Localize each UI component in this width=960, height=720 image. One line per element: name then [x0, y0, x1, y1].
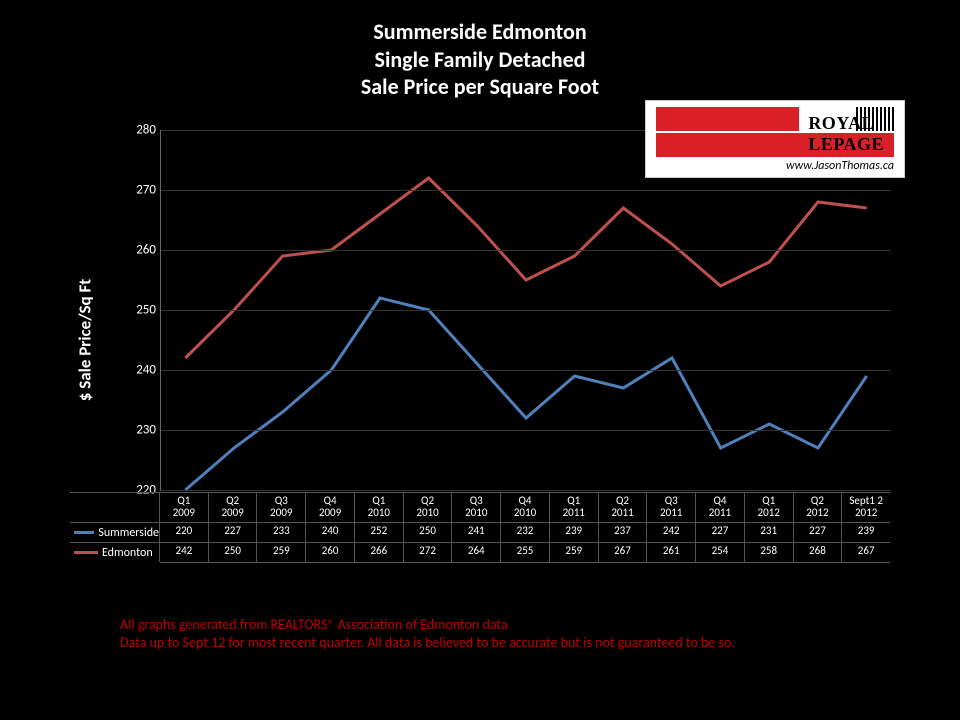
y-axis-label: $ Sale Price/Sq Ft	[75, 279, 96, 401]
chart-title: Summerside Edmonton Single Family Detach…	[0, 0, 960, 101]
row-header	[70, 492, 160, 522]
table-cell: 266	[355, 542, 404, 562]
table-cell: 258	[745, 542, 794, 562]
table-cell: 260	[306, 542, 355, 562]
table-cell: 220	[160, 522, 209, 542]
logo-site-text: www.JasonThomas.ca	[656, 159, 894, 173]
table-cell: 250	[209, 542, 258, 562]
table-cell: 268	[794, 542, 843, 562]
table-cell: 232	[501, 522, 550, 542]
table-cell: 259	[257, 542, 306, 562]
y-tick-label: 240	[116, 363, 156, 378]
table-cell: 259	[550, 542, 599, 562]
table-cell: Q22012	[794, 492, 843, 522]
table-cell: 237	[599, 522, 648, 542]
table-cell: 250	[404, 522, 453, 542]
title-line-1: Summerside Edmonton	[0, 18, 960, 46]
table-cell: 264	[452, 542, 501, 562]
title-line-3: Sale Price per Square Foot	[0, 73, 960, 101]
y-tick-label: 280	[116, 123, 156, 138]
table-cell: 227	[696, 522, 745, 542]
title-line-2: Single Family Detached	[0, 46, 960, 74]
table-cell: 272	[404, 542, 453, 562]
table-cell: Sept1 22012	[842, 492, 890, 522]
table-cell: 227	[209, 522, 258, 542]
table-cell: 261	[647, 542, 696, 562]
table-cell: 255	[501, 542, 550, 562]
gridline	[161, 490, 891, 491]
line-chart: $ Sale Price/Sq Ft 220230240250260270280…	[70, 130, 890, 550]
table-cell: Q32009	[257, 492, 306, 522]
gridline	[161, 370, 891, 371]
table-cell: Q42009	[306, 492, 355, 522]
table-cell: 254	[696, 542, 745, 562]
footnote: All graphs generated from REALTORS® Asso…	[120, 616, 735, 652]
gridline	[161, 310, 891, 311]
table-row: Summerside220227233240252250241232239237…	[160, 522, 890, 543]
gridline	[161, 250, 891, 251]
brand-logo: ROYAL LEPAGE www.JasonThomas.ca	[645, 100, 905, 178]
table-row: Q12009Q22009Q32009Q42009Q12010Q22010Q320…	[160, 492, 890, 523]
table-cell: Q12009	[160, 492, 209, 522]
table-cell: 233	[257, 522, 306, 542]
table-cell: Q12010	[355, 492, 404, 522]
table-cell: 252	[355, 522, 404, 542]
y-tick-label: 270	[116, 183, 156, 198]
table-cell: Q42010	[501, 492, 550, 522]
table-cell: 242	[160, 542, 209, 562]
plot-area: 220230240250260270280	[160, 130, 891, 491]
row-header: Edmonton	[70, 542, 160, 562]
table-cell: Q12012	[745, 492, 794, 522]
table-cell: 241	[452, 522, 501, 542]
series-line-edmonton	[185, 178, 866, 358]
table-cell: Q12011	[550, 492, 599, 522]
table-cell: 240	[306, 522, 355, 542]
y-tick-label: 260	[116, 243, 156, 258]
table-cell: Q22010	[404, 492, 453, 522]
series-line-summerside	[185, 298, 866, 490]
footnote-line-2: Data up to Sept 12 for most recent quart…	[120, 634, 735, 652]
table-cell: Q42011	[696, 492, 745, 522]
table-cell: 267	[842, 542, 890, 562]
row-header: Summerside	[70, 522, 160, 542]
table-cell: Q22011	[599, 492, 648, 522]
y-tick-label: 250	[116, 303, 156, 318]
table-cell: 267	[599, 542, 648, 562]
footnote-line-1: All graphs generated from REALTORS® Asso…	[120, 616, 735, 634]
gridline	[161, 190, 891, 191]
table-row: Edmonton24225025926026627226425525926726…	[160, 542, 890, 563]
table-cell: 242	[647, 522, 696, 542]
table-cell: Q32011	[647, 492, 696, 522]
table-cell: 231	[745, 522, 794, 542]
table-cell: Q22009	[209, 492, 258, 522]
table-cell: 239	[550, 522, 599, 542]
table-cell: 227	[794, 522, 843, 542]
table-cell: 239	[842, 522, 890, 542]
gridline	[161, 430, 891, 431]
table-cell: Q32010	[452, 492, 501, 522]
y-tick-label: 230	[116, 423, 156, 438]
